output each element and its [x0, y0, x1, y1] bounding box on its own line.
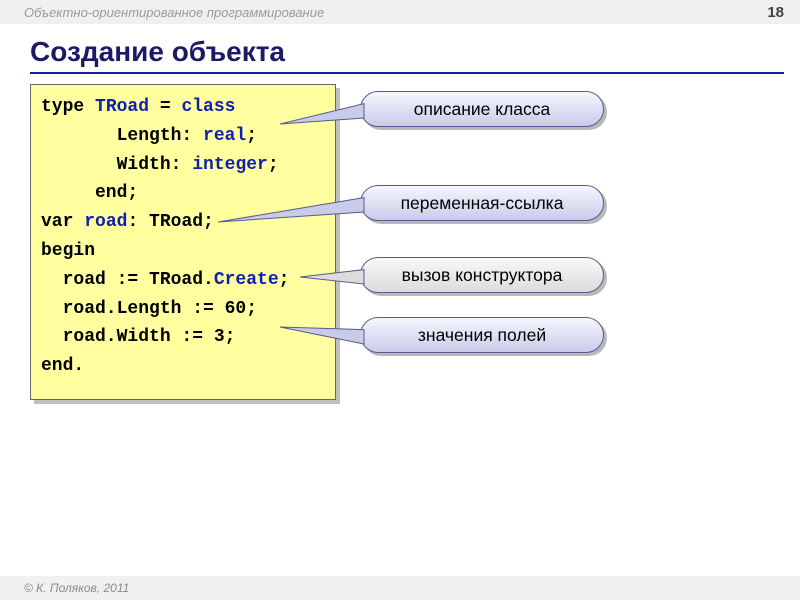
page-number: 18 [767, 4, 784, 21]
title-underline [30, 72, 784, 74]
slide-header: Объектно-ориентированное программировани… [0, 0, 800, 24]
slide-footer: © К. Поляков, 2011 [0, 576, 800, 600]
header-title: Объектно-ориентированное программировани… [24, 5, 324, 20]
footer-text: © К. Поляков, 2011 [24, 581, 129, 595]
callout-pointer [0, 84, 800, 484]
slide-title: Создание объекта [30, 36, 800, 68]
